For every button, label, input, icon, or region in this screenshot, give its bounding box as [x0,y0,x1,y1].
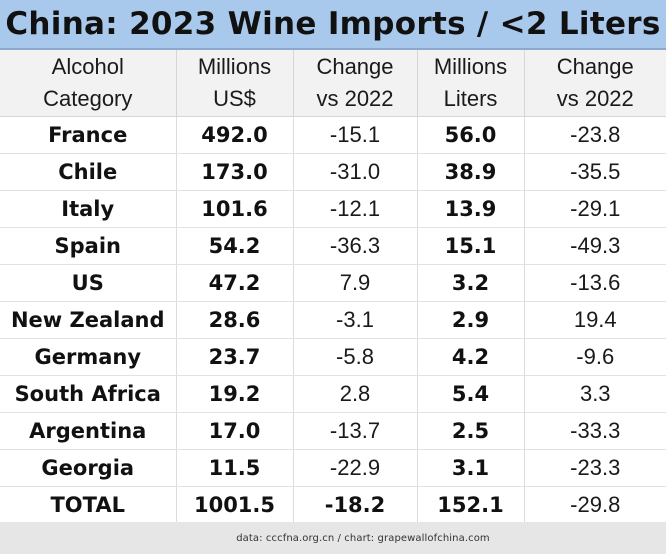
category-cell: Germany [0,338,177,376]
page-title: China: 2023 Wine Imports / <2 Liters [5,6,661,42]
table-row: US 47.2 7.9 3.2 -13.6 [0,264,666,302]
liters-cell: 4.2 [417,338,525,376]
usd-cell: 1001.5 [176,486,294,523]
header-liters-change: Change vs 2022 [524,50,666,117]
liters-change-cell: -23.3 [524,449,666,487]
header-line: Change [316,54,394,79]
source-footer: data: cccfna.org.cn / chart: grapewallof… [0,522,666,554]
header-usd-change: Change vs 2022 [293,50,418,117]
header-line: vs 2022 [316,86,394,111]
usd-cell: 173.0 [176,153,294,191]
liters-change-cell: -23.8 [524,116,666,154]
liters-cell: 38.9 [417,153,525,191]
category-cell: Italy [0,190,177,228]
header-millions-liters: Millions Liters [417,50,525,117]
liters-change-cell: -49.3 [524,227,666,265]
wine-imports-table: Alcohol Category Millions US$ Change vs … [0,50,666,523]
table-row: Chile 173.0 -31.0 38.9 -35.5 [0,153,666,191]
table-row: South Africa 19.2 2.8 5.4 3.3 [0,375,666,413]
table-header: Alcohol Category Millions US$ Change vs … [0,50,666,117]
header-row: Alcohol Category Millions US$ Change vs … [0,50,666,117]
source-credit: data: cccfna.org.cn / chart: grapewallof… [236,532,490,544]
total-row: TOTAL 1001.5 -18.2 152.1 -29.8 [0,486,666,523]
usd-change-cell: -12.1 [293,190,418,228]
liters-cell: 13.9 [417,190,525,228]
usd-cell: 101.6 [176,190,294,228]
liters-change-cell: -35.5 [524,153,666,191]
usd-change-cell: -22.9 [293,449,418,487]
header-line: US$ [213,86,256,111]
liters-cell: 5.4 [417,375,525,413]
header-line: vs 2022 [556,86,634,111]
table-row: Germany 23.7 -5.8 4.2 -9.6 [0,338,666,376]
liters-change-cell: -29.1 [524,190,666,228]
liters-change-cell: 3.3 [524,375,666,413]
usd-change-cell: -15.1 [293,116,418,154]
usd-change-cell: -36.3 [293,227,418,265]
category-cell: Chile [0,153,177,191]
liters-change-cell: -9.6 [524,338,666,376]
liters-change-cell: -13.6 [524,264,666,302]
header-line: Millions [433,54,508,79]
header-line: Change [556,54,634,79]
title-bar: China: 2023 Wine Imports / <2 Liters [0,0,666,50]
usd-cell: 28.6 [176,301,294,339]
usd-cell: 19.2 [176,375,294,413]
header-line: Liters [443,86,498,111]
usd-cell: 17.0 [176,412,294,450]
table-row: France 492.0 -15.1 56.0 -23.8 [0,116,666,154]
table-row: Argentina 17.0 -13.7 2.5 -33.3 [0,412,666,450]
usd-cell: 23.7 [176,338,294,376]
liters-cell: 3.2 [417,264,525,302]
liters-cell: 2.9 [417,301,525,339]
category-cell: Spain [0,227,177,265]
liters-change-cell: -33.3 [524,412,666,450]
liters-cell: 2.5 [417,412,525,450]
liters-cell: 15.1 [417,227,525,265]
usd-change-cell: 7.9 [293,264,418,302]
category-cell: France [0,116,177,154]
table-row: New Zealand 28.6 -3.1 2.9 19.4 [0,301,666,339]
liters-change-cell: 19.4 [524,301,666,339]
header-line: Millions [197,54,272,79]
header-millions-usd: Millions US$ [176,50,294,117]
header-line: Alcohol [51,54,124,79]
usd-change-cell: -31.0 [293,153,418,191]
usd-change-cell: -3.1 [293,301,418,339]
category-cell: South Africa [0,375,177,413]
table-row: Italy 101.6 -12.1 13.9 -29.1 [0,190,666,228]
liters-cell: 3.1 [417,449,525,487]
category-cell: New Zealand [0,301,177,339]
usd-cell: 492.0 [176,116,294,154]
liters-cell: 56.0 [417,116,525,154]
table-body: France 492.0 -15.1 56.0 -23.8 Chile 173.… [0,116,666,523]
usd-cell: 11.5 [176,449,294,487]
usd-change-cell: -5.8 [293,338,418,376]
category-cell: US [0,264,177,302]
usd-change-cell: -18.2 [293,486,418,523]
header-alcohol-category: Alcohol Category [0,50,177,117]
category-cell: Georgia [0,449,177,487]
table-row: Spain 54.2 -36.3 15.1 -49.3 [0,227,666,265]
category-cell: TOTAL [0,486,177,523]
table-row: Georgia 11.5 -22.9 3.1 -23.3 [0,449,666,487]
liters-cell: 152.1 [417,486,525,523]
header-line: Category [43,86,133,111]
liters-change-cell: -29.8 [570,492,621,517]
category-cell: Argentina [0,412,177,450]
usd-cell: 47.2 [176,264,294,302]
usd-change-cell: 2.8 [293,375,418,413]
usd-change-cell: -13.7 [293,412,418,450]
usd-cell: 54.2 [176,227,294,265]
